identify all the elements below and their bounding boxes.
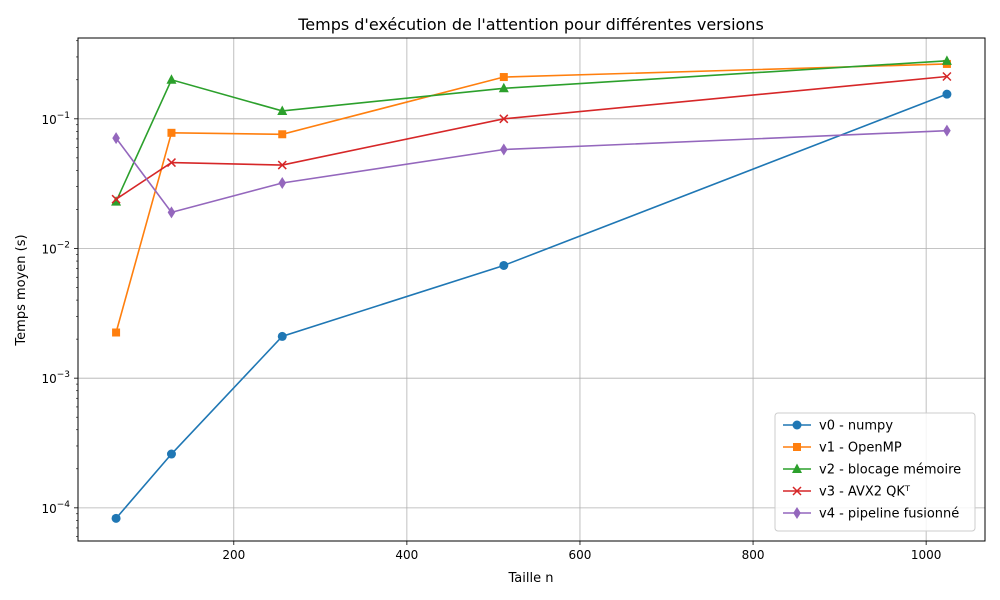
legend-label: v4 - pipeline fusionné <box>819 507 959 522</box>
legend-label: v3 - AVX2 QKᵀ <box>819 485 911 500</box>
data-point <box>942 89 952 99</box>
x-tick-label: 800 <box>742 548 765 562</box>
legend-label: v1 - OpenMP <box>819 441 902 456</box>
data-point <box>941 55 952 65</box>
series-line <box>115 60 947 202</box>
series-2 <box>111 55 952 206</box>
data-point <box>277 331 287 341</box>
data-point <box>278 130 287 139</box>
legend-item-1: v1 - OpenMP <box>783 441 902 456</box>
x-tick-label: 200 <box>222 548 245 562</box>
data-point <box>942 71 952 82</box>
data-point <box>792 486 802 496</box>
y-tick-label: 10−3 <box>41 370 70 386</box>
data-point <box>167 206 176 219</box>
data-point <box>112 132 120 145</box>
data-point <box>278 176 287 189</box>
y-tick-label: 10−2 <box>41 240 70 256</box>
data-point <box>499 114 509 124</box>
legend-item-0: v0 - numpy <box>783 419 893 434</box>
series-0 <box>111 89 952 523</box>
series-4 <box>112 124 951 219</box>
data-point <box>111 513 121 523</box>
y-tick-label: 10−1 <box>41 111 70 127</box>
chart-title: Temps d'exécution de l'attention pour di… <box>297 15 764 34</box>
y-tick-label: 10−4 <box>41 500 70 516</box>
legend: v0 - numpy v1 - OpenMP v2 - blocage mémoir… <box>774 412 976 532</box>
data-point <box>166 158 176 168</box>
y-axis-title: Temps moyen (s) <box>14 234 29 346</box>
x-axis: 200 400 600 800 1000 <box>222 541 941 562</box>
x-axis-title: Taille n <box>508 571 554 586</box>
x-tick-label: 600 <box>569 548 592 562</box>
data-point <box>499 73 508 82</box>
x-tick-label: 1000 <box>911 548 942 562</box>
data-point <box>112 328 121 337</box>
y-axis: 10−4 10−3 10−2 10−1 <box>41 40 78 537</box>
series-line <box>115 75 947 200</box>
data-point <box>498 82 509 93</box>
legend-item-4: v4 - pipeline fusionné <box>783 507 959 522</box>
data-point <box>277 160 287 170</box>
grid <box>78 38 985 541</box>
series-1 <box>112 59 951 337</box>
data-point <box>793 443 801 451</box>
legend-item-3: v3 - AVX2 QKᵀ <box>783 485 911 500</box>
legend-label: v0 - numpy <box>819 419 893 434</box>
series-line <box>115 63 947 333</box>
data-point <box>792 463 802 473</box>
plot-frame <box>77 37 986 542</box>
data-point <box>499 260 509 270</box>
legend-item-2: v2 - blocage mémoire <box>783 463 961 478</box>
data-point <box>166 449 176 459</box>
data-point <box>166 74 177 84</box>
data-point <box>943 124 951 137</box>
legend-box <box>774 412 976 532</box>
data-point <box>277 105 288 115</box>
data-point <box>111 194 121 204</box>
data-point <box>167 128 176 137</box>
series-layer <box>111 55 952 523</box>
data-point <box>793 507 801 519</box>
data-point <box>500 143 508 156</box>
data-point <box>792 420 802 430</box>
data-point <box>111 196 122 206</box>
series-3 <box>111 71 952 204</box>
legend-label: v2 - blocage mémoire <box>819 463 961 478</box>
x-tick-label: 400 <box>395 548 418 562</box>
